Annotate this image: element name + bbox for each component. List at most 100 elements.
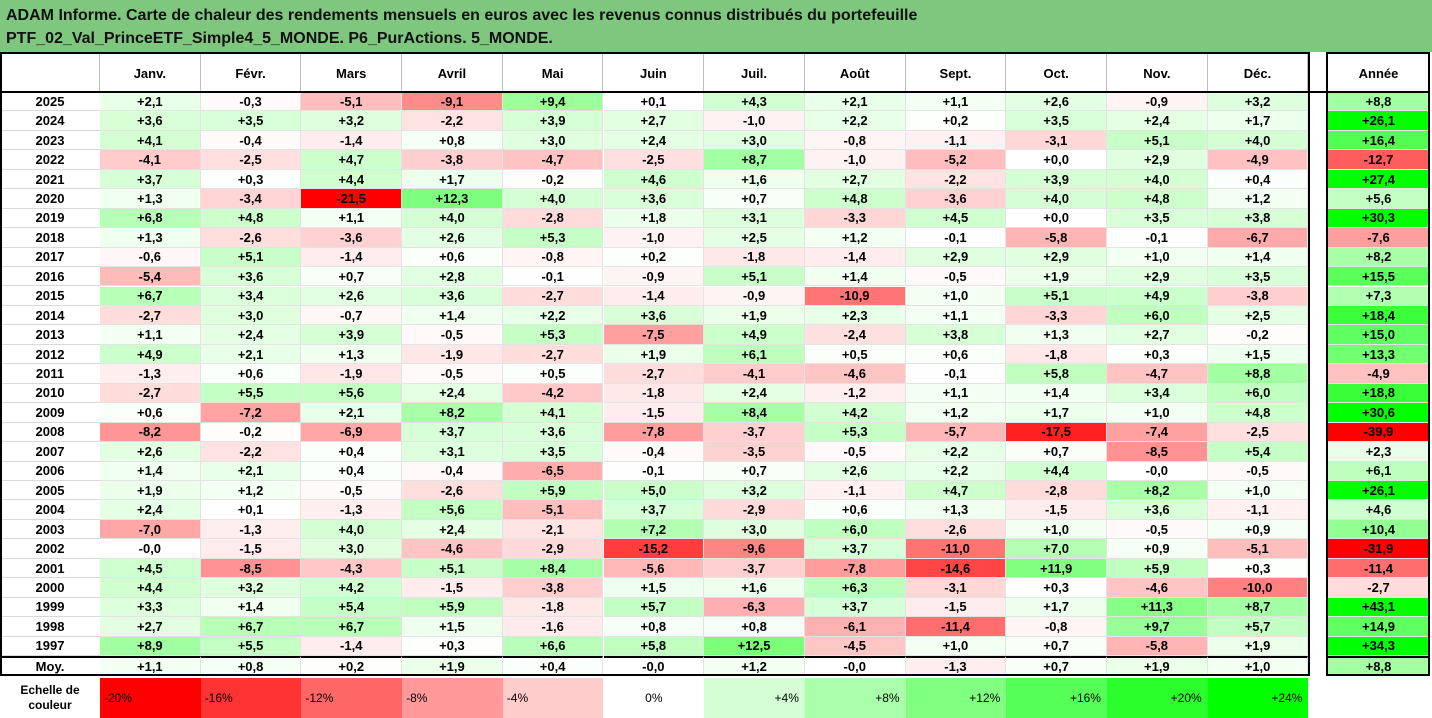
heatmap-cell: +1,1 bbox=[905, 92, 1007, 112]
heatmap-cell: +4,3 bbox=[704, 92, 805, 112]
heatmap-cell: +2,4 bbox=[402, 519, 503, 540]
heatmap-cell: +12,3 bbox=[402, 189, 503, 209]
month-header: Mai bbox=[502, 54, 604, 92]
color-scale-step: -4% bbox=[502, 678, 604, 718]
heatmap-cell: +0,7 bbox=[704, 189, 805, 209]
heatmap-cell: +3,5 bbox=[200, 111, 302, 131]
heatmap-cell: +1,2 bbox=[804, 228, 906, 248]
heatmap-cell: +3,7 bbox=[804, 597, 906, 618]
heatmap-cell: -5,1 bbox=[502, 500, 604, 520]
heatmap-cell: +4,7 bbox=[905, 481, 1007, 501]
heatmap-cell: -0,9 bbox=[1107, 92, 1208, 112]
month-header: Août bbox=[804, 54, 906, 92]
heatmap-cell: +2,1 bbox=[100, 92, 201, 112]
heatmap-cell: +0,0 bbox=[1006, 150, 1107, 170]
year-column-header bbox=[0, 54, 100, 92]
year-label: 2019 bbox=[0, 208, 100, 229]
annual-header: Année bbox=[1328, 54, 1430, 92]
heatmap-cell: -6,5 bbox=[502, 461, 604, 481]
heatmap-cell: +0,3 bbox=[1107, 344, 1208, 365]
heatmap-cell: +6,7 bbox=[301, 617, 403, 637]
heatmap-cell: +5,1 bbox=[1107, 130, 1208, 151]
heatmap-cell: +3,6 bbox=[200, 267, 302, 287]
annual-cell: -2,7 bbox=[1328, 578, 1430, 598]
heatmap-cell: -0,5 bbox=[1207, 461, 1309, 481]
heatmap-cell: +0,9 bbox=[1207, 519, 1309, 540]
average-cell: +1,9 bbox=[1107, 656, 1208, 677]
annual-cell: +26,1 bbox=[1328, 111, 1430, 131]
year-label: 2004 bbox=[0, 500, 100, 520]
heatmap-cell: -0,5 bbox=[804, 442, 906, 462]
heatmap-cell: +2,9 bbox=[1107, 150, 1208, 170]
heatmap-cell: -4,1 bbox=[704, 364, 805, 384]
heatmap-cell: +1,7 bbox=[1207, 111, 1309, 131]
heatmap-cell: -1,3 bbox=[100, 364, 201, 384]
heatmap-cell: -2,6 bbox=[200, 228, 302, 248]
color-scale-step: -12% bbox=[301, 678, 403, 718]
color-scale-step: +8% bbox=[804, 678, 906, 718]
heatmap-cell: -1,9 bbox=[402, 344, 503, 365]
heatmap-cell: +2,1 bbox=[200, 344, 302, 365]
heatmap-cell: -5,8 bbox=[1006, 228, 1107, 248]
heatmap-cell: +6,3 bbox=[804, 578, 906, 598]
year-label: 2005 bbox=[0, 481, 100, 501]
heatmap-cell: -0,5 bbox=[402, 364, 503, 384]
year-label: 2000 bbox=[0, 578, 100, 598]
annual-cell: -7,6 bbox=[1328, 228, 1430, 248]
heatmap-cell: +3,2 bbox=[200, 578, 302, 598]
color-scale-label: Echelle de couleur bbox=[0, 678, 100, 718]
annual-cell: +30,3 bbox=[1328, 208, 1430, 229]
heatmap-cell: +2,7 bbox=[603, 111, 705, 131]
heatmap-cell: +0,7 bbox=[1006, 442, 1107, 462]
heatmap-cell: -4,6 bbox=[402, 539, 503, 559]
heatmap-cell: -1,3 bbox=[301, 500, 403, 520]
heatmap-cell: -0,5 bbox=[1107, 519, 1208, 540]
annual-cell: +30,6 bbox=[1328, 403, 1430, 423]
heatmap-cell: +4,7 bbox=[301, 150, 403, 170]
average-cell: +0,7 bbox=[1006, 656, 1107, 677]
heatmap-cell: -1,1 bbox=[804, 481, 906, 501]
heatmap-cell: +4,1 bbox=[502, 403, 604, 423]
heatmap-cell: +3,8 bbox=[905, 325, 1007, 345]
heatmap-cell: +6,1 bbox=[704, 344, 805, 365]
color-scale-step: +12% bbox=[905, 678, 1007, 718]
annual-cell: -4,9 bbox=[1328, 364, 1430, 384]
heatmap-cell: +3,0 bbox=[502, 130, 604, 151]
heatmap-cell: +9,7 bbox=[1107, 617, 1208, 637]
heatmap-cell: -4,7 bbox=[1107, 364, 1208, 384]
heatmap-cell: -0,8 bbox=[804, 130, 906, 151]
heatmap-cell: +4,0 bbox=[502, 189, 604, 209]
average-cell: +0,2 bbox=[301, 656, 403, 677]
average-cell: +1,2 bbox=[704, 656, 805, 677]
heatmap-cell: -7,0 bbox=[100, 519, 201, 540]
heatmap-cell: +5,1 bbox=[704, 267, 805, 287]
year-label: 1999 bbox=[0, 597, 100, 618]
heatmap-cell: +1,9 bbox=[603, 344, 705, 365]
heatmap-cell: +2,2 bbox=[905, 461, 1007, 481]
heatmap-cell: -2,8 bbox=[502, 208, 604, 229]
heatmap-cell: +2,1 bbox=[200, 461, 302, 481]
heatmap-cell: +0,9 bbox=[1107, 539, 1208, 559]
annual-cell: +13,3 bbox=[1328, 344, 1430, 365]
heatmap-cell: -2,1 bbox=[502, 519, 604, 540]
average-cell: -1,3 bbox=[905, 656, 1007, 677]
heatmap-cell: +5,8 bbox=[1006, 364, 1107, 384]
heatmap-cell: +4,4 bbox=[100, 578, 201, 598]
heatmap-cell: +4,8 bbox=[200, 208, 302, 229]
heatmap-cell: +2,6 bbox=[804, 461, 906, 481]
year-label: 2020 bbox=[0, 189, 100, 209]
header-divider bbox=[0, 91, 1430, 93]
heatmap-cell: +1,1 bbox=[301, 208, 403, 229]
heatmap-cell: +2,4 bbox=[603, 130, 705, 151]
color-scale-step: +24% bbox=[1207, 678, 1309, 718]
heatmap-cell: +0,1 bbox=[603, 92, 705, 112]
heatmap-cell: +4,0 bbox=[301, 519, 403, 540]
heatmap-cell: -1,4 bbox=[301, 247, 403, 268]
heatmap-cell: +2,5 bbox=[704, 228, 805, 248]
heatmap-cell: -1,5 bbox=[603, 403, 705, 423]
heatmap-cell: +1,9 bbox=[1006, 267, 1107, 287]
heatmap-cell: +4,5 bbox=[100, 558, 201, 579]
heatmap-cell: -3,1 bbox=[1006, 130, 1107, 151]
heatmap-cell: +5,1 bbox=[402, 558, 503, 579]
heatmap-cell: +4,6 bbox=[603, 169, 705, 190]
